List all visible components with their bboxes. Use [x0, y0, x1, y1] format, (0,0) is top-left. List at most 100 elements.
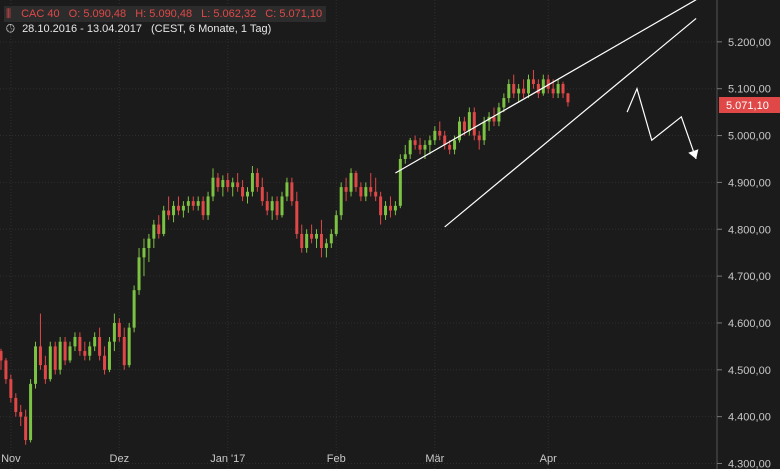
period-timezone: (CEST, 6 Monate, 1 Tag)	[151, 23, 272, 35]
candle-body	[561, 84, 565, 94]
candle-body	[206, 196, 210, 216]
candle-body	[270, 201, 274, 211]
x-tick-label: Apr	[540, 453, 557, 465]
price-badge: 5.071,10	[719, 97, 780, 113]
candles	[0, 69, 570, 445]
candle-body	[551, 88, 555, 94]
candle-body	[359, 187, 363, 197]
candle-body	[334, 215, 338, 234]
candle-body	[310, 233, 314, 239]
candle-body	[527, 79, 531, 94]
y-tick-label: 4.700,00	[728, 271, 771, 283]
y-tick-label: 4.800,00	[728, 224, 771, 236]
candle-body	[0, 351, 3, 361]
candle-body	[176, 205, 180, 211]
candle-body	[211, 177, 215, 197]
candle-body	[142, 247, 146, 258]
low-value: L: 5.062,32	[201, 8, 257, 20]
candle-body	[315, 233, 319, 239]
candle-body	[448, 144, 452, 150]
candle-body	[541, 79, 545, 94]
candle-body	[433, 130, 437, 141]
candle-body	[78, 337, 82, 352]
candle-body	[73, 337, 77, 347]
candle-body	[443, 135, 447, 145]
projection-arrow-head	[688, 149, 699, 159]
candle-body	[290, 182, 294, 202]
candle-body	[246, 191, 249, 197]
candle-body	[260, 187, 264, 202]
candle-body	[502, 98, 506, 108]
candle-body	[137, 257, 141, 291]
candle-body	[285, 182, 289, 197]
candle-body	[132, 290, 136, 328]
candle-body	[423, 144, 427, 150]
candle-body	[546, 79, 550, 89]
candle-body	[24, 416, 28, 441]
y-tick-label: 5.200,00	[728, 37, 771, 49]
candle-body	[457, 121, 461, 141]
candles-icon: ⫼	[6, 8, 12, 20]
candle-body	[398, 158, 402, 206]
candle-body	[19, 411, 23, 417]
candle-body	[68, 346, 72, 361]
y-axis: 4.300,00 4.400,00 4.500,00 4.600,00 4.700,00…	[717, 37, 771, 469]
candle-body	[477, 135, 481, 141]
candle-body	[48, 346, 52, 380]
candle-body	[63, 341, 67, 361]
candle-body	[517, 88, 521, 94]
candle-body	[196, 201, 200, 206]
x-tick-label: Mär	[425, 453, 444, 465]
candle-body	[43, 365, 47, 380]
y-tick-label: 4.400,00	[728, 412, 771, 424]
candle-body	[93, 337, 97, 347]
candle-body	[339, 187, 343, 216]
candle-body	[384, 205, 388, 216]
high-value: H: 5.090,48	[135, 8, 193, 20]
candle-body	[98, 337, 102, 356]
candle-body	[103, 355, 107, 370]
candle-body	[329, 233, 333, 244]
candle-body	[236, 182, 240, 188]
candle-body	[418, 144, 422, 150]
candle-body	[295, 201, 299, 234]
candle-body	[413, 140, 417, 145]
candle-body	[88, 346, 92, 356]
x-tick-label: Jan '17	[210, 453, 245, 465]
candle-body	[34, 346, 38, 384]
candle-body	[226, 180, 230, 188]
candle-body	[344, 187, 348, 192]
x-tick-label: Feb	[327, 453, 346, 465]
candle-body	[250, 173, 254, 192]
candle-body	[167, 210, 171, 216]
candle-body	[231, 182, 235, 188]
candle-body	[556, 84, 560, 94]
y-tick-label: 4.600,00	[728, 318, 771, 330]
y-tick-label: 5.000,00	[728, 131, 771, 143]
x-tick-label: Nov	[1, 453, 21, 465]
wedge-lower-line	[444, 17, 697, 228]
candle-body	[112, 322, 116, 342]
candle-body	[255, 173, 259, 188]
candle-body	[438, 130, 442, 136]
candle-body	[221, 180, 225, 188]
grid	[0, 0, 717, 469]
candle-body	[507, 84, 511, 99]
candle-body	[107, 341, 111, 370]
candle-body	[349, 173, 353, 192]
candle-body	[319, 233, 323, 248]
open-value: O: 5.090,48	[68, 8, 127, 20]
candle-body	[9, 379, 13, 398]
period-header: 🕓︎ 28.10.2016 - 13.04.2017 (CEST, 6 Mona…	[4, 22, 271, 36]
candle-body	[117, 322, 121, 338]
candle-body	[191, 201, 195, 206]
candle-body	[462, 121, 466, 131]
candle-body	[152, 224, 156, 239]
candle-body	[512, 84, 516, 94]
candle-body	[388, 205, 392, 211]
candle-body	[428, 140, 432, 145]
candle-body	[324, 243, 328, 248]
candle-body	[497, 107, 501, 122]
candle-body	[162, 210, 166, 234]
